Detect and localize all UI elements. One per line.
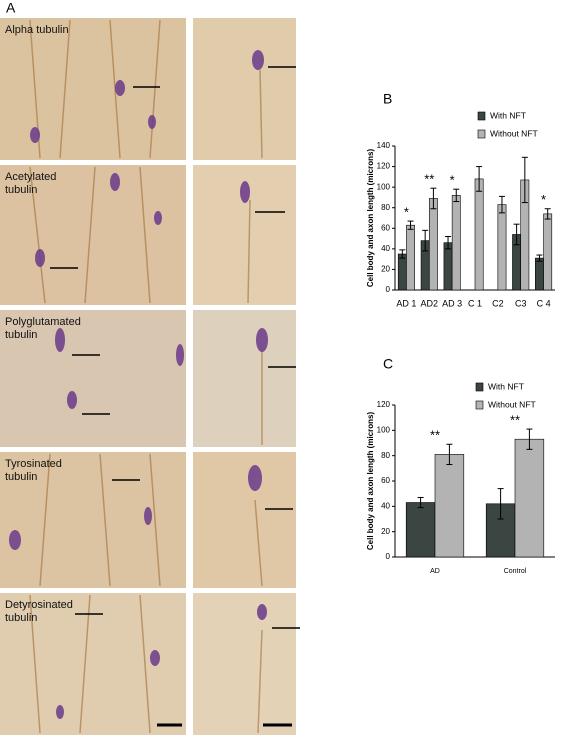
stain-label: Alpha tubulin (5, 24, 69, 36)
legend-swatch (477, 129, 486, 139)
y-tick-label: 20 (381, 527, 390, 536)
y-tick-label: 100 (377, 425, 391, 434)
y-tick-label: 60 (381, 223, 390, 232)
x-tick-label: C3 (515, 298, 527, 308)
bar (535, 257, 544, 291)
micrograph (193, 452, 296, 588)
significance: * (541, 192, 546, 207)
y-axis-label: Cell body and axon length (microns) (366, 412, 375, 551)
y-tick-label: 40 (381, 501, 390, 510)
micrograph (193, 593, 296, 735)
bar (405, 502, 436, 558)
y-tick-label: 100 (377, 182, 391, 191)
stain-label: Polyglutamated tubulin (5, 316, 81, 341)
bar (497, 204, 507, 291)
fibers (29, 19, 263, 734)
x-tick-label: Control (504, 568, 527, 575)
x-tick-label: C 1 (468, 298, 482, 308)
stain-label: Acetylated tubulin (5, 171, 57, 196)
significance: * (450, 173, 455, 188)
significance: * (404, 205, 409, 220)
micrograph (0, 310, 186, 447)
bar (451, 195, 461, 291)
y-axis-label: Cell body and axon length (microns) (366, 149, 375, 288)
y-tick-label: 80 (381, 451, 390, 460)
micrograph (193, 18, 296, 160)
bar (543, 213, 553, 291)
legend-swatch (475, 382, 484, 392)
bar (514, 438, 545, 558)
bar (397, 253, 407, 291)
panel-letter: A (6, 0, 16, 16)
legend-swatch (475, 400, 484, 410)
x-tick-label: AD 3 (442, 298, 462, 308)
y-tick-label: 140 (377, 141, 391, 150)
panel-letter: C (383, 356, 393, 372)
bar (428, 198, 438, 291)
legend-swatch (477, 111, 486, 121)
significance: ** (424, 172, 434, 187)
x-tick-label: AD2 (421, 298, 439, 308)
x-tick-label: AD 1 (396, 298, 416, 308)
y-tick-label: 60 (381, 476, 390, 485)
y-tick-label: 80 (381, 203, 390, 212)
y-tick-label: 20 (381, 265, 390, 274)
legend-label: Without NFT (488, 399, 536, 409)
significance: ** (510, 413, 520, 428)
significance: ** (430, 428, 440, 443)
arrows (50, 66, 300, 629)
micrograph (193, 310, 296, 447)
stained-cells (9, 50, 268, 719)
legend-label: With NFT (490, 110, 526, 120)
panel-letter: B (383, 91, 392, 107)
bar (474, 178, 484, 291)
legend-label: Without NFT (490, 128, 538, 138)
y-tick-label: 0 (386, 552, 391, 561)
bar (443, 242, 453, 291)
x-tick-label: AD (430, 568, 440, 575)
micrographs (0, 18, 300, 735)
stain-label: Tyrosinated tubulin (5, 458, 62, 483)
y-tick-label: 120 (377, 400, 391, 409)
bar (406, 224, 415, 291)
legend-label: With NFT (488, 381, 524, 391)
x-tick-label: C2 (492, 298, 504, 308)
y-tick-label: 40 (381, 244, 390, 253)
bar (434, 454, 465, 558)
y-tick-label: 120 (377, 162, 391, 171)
x-tick-label: C 4 (537, 298, 551, 308)
stain-label: Detyrosinated tubulin (5, 599, 73, 624)
y-tick-label: 0 (386, 285, 391, 294)
